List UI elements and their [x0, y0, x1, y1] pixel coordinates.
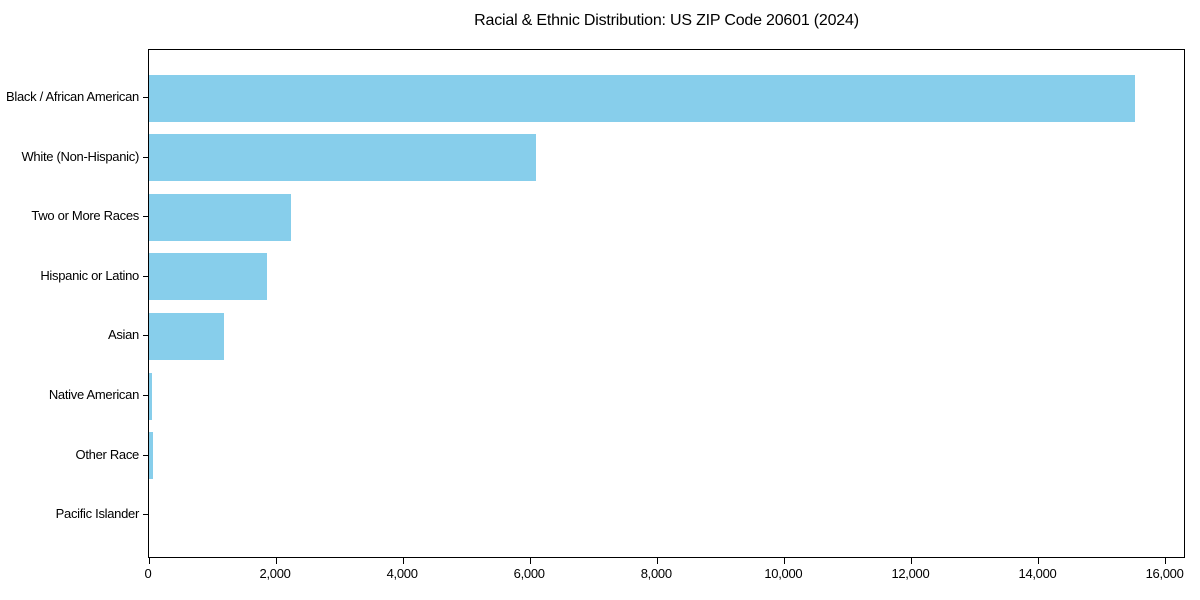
- x-axis-tick: [275, 557, 277, 564]
- y-axis-tick: [143, 97, 148, 98]
- x-tick-label: 6,000: [513, 566, 545, 581]
- bar: [149, 193, 292, 241]
- x-tick-label: 2,000: [259, 566, 291, 581]
- y-tick-label: Pacific Islander: [55, 506, 140, 522]
- y-tick-label: Asian: [107, 327, 139, 343]
- y-tick-label: Other Race: [75, 446, 140, 462]
- bar: [149, 432, 154, 480]
- y-tick-label: Native American: [48, 387, 139, 402]
- y-tick-label: Two or More Races: [31, 208, 139, 224]
- bar: [149, 74, 1136, 122]
- x-axis-tick: [529, 557, 531, 564]
- y-axis-tick: [143, 275, 148, 277]
- bar: [149, 372, 153, 420]
- bar: [149, 253, 268, 301]
- x-tick-label: 14,000: [1018, 566, 1057, 581]
- x-axis-tick: [1038, 557, 1039, 564]
- x-axis-tick: [910, 557, 912, 564]
- y-axis-tick: [143, 156, 148, 158]
- x-tick-label: 16,000: [1145, 566, 1184, 581]
- y-tick-label: Black / African American: [6, 89, 139, 104]
- x-axis-tick: [656, 557, 658, 564]
- x-tick-label: 12,000: [891, 566, 930, 581]
- y-tick-label: Hispanic or Latino: [40, 267, 139, 283]
- bar: [149, 312, 224, 360]
- bar: [149, 134, 536, 182]
- x-tick-label: 0: [144, 566, 152, 581]
- x-axis-tick: [402, 557, 404, 564]
- x-axis-tick: [148, 557, 150, 564]
- y-tick-label: White (Non-Hispanic): [21, 148, 139, 164]
- y-axis-tick: [143, 395, 148, 396]
- chart-title: Racial & Ethnic Distribution: US ZIP Cod…: [474, 12, 859, 29]
- x-tick-label: 8,000: [640, 566, 672, 581]
- y-axis-tick: [143, 335, 148, 337]
- x-axis-tick: [783, 557, 785, 564]
- x-axis-tick: [1165, 557, 1167, 564]
- plot-area: [143, 49, 1185, 564]
- y-axis-tick: [143, 454, 148, 456]
- y-axis-tick: [143, 216, 148, 218]
- x-tick-label: 4,000: [386, 566, 418, 581]
- x-tick-label: 10,000: [764, 566, 803, 581]
- y-axis-tick: [143, 514, 148, 516]
